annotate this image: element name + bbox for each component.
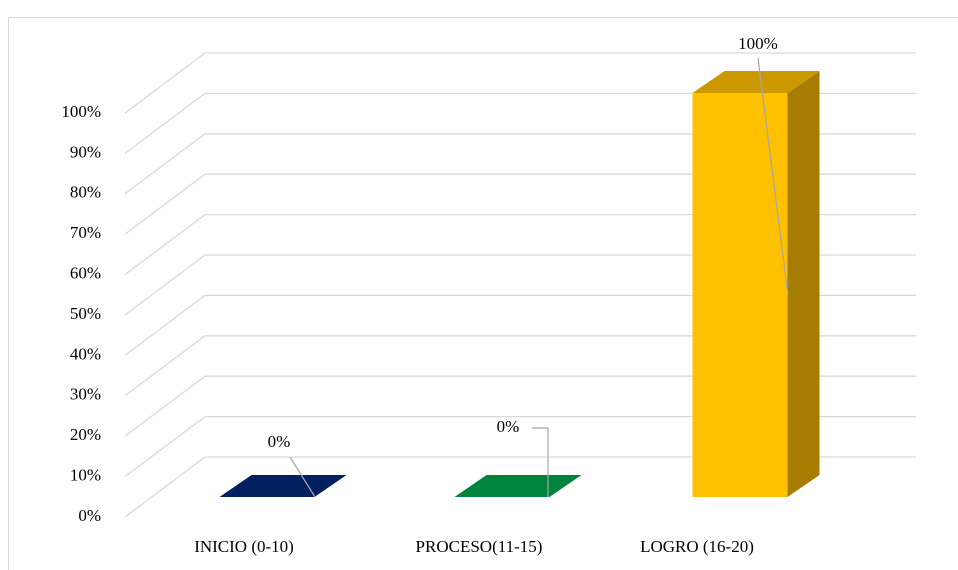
grid-line bbox=[124, 214, 206, 276]
leader-line bbox=[757, 57, 789, 296]
y-tick-label: 100% bbox=[61, 102, 101, 121]
x-tick-label: LOGRO (16-20) bbox=[640, 537, 754, 556]
y-tick-label: 70% bbox=[70, 223, 101, 242]
grid-line bbox=[124, 173, 206, 235]
bar-top bbox=[454, 475, 582, 497]
grid-line bbox=[124, 254, 206, 316]
y-tick-label: 20% bbox=[70, 425, 101, 444]
x-tick-label: PROCESO(11-15) bbox=[416, 537, 543, 556]
y-tick-label: 10% bbox=[70, 466, 101, 485]
y-tick-label: 30% bbox=[70, 385, 101, 404]
y-tick-label: 60% bbox=[70, 264, 101, 283]
grid-line bbox=[124, 92, 206, 154]
grid-line bbox=[124, 375, 206, 437]
data-label: 0% bbox=[268, 432, 291, 451]
y-tick-label: 80% bbox=[70, 183, 101, 202]
y-tick-label: 40% bbox=[70, 344, 101, 363]
data-label: 0% bbox=[497, 417, 520, 436]
leader-line bbox=[532, 427, 549, 497]
y-tick-label: 0% bbox=[78, 506, 101, 525]
data-label: 100% bbox=[738, 34, 778, 53]
bar-top bbox=[219, 475, 347, 497]
leader-line bbox=[289, 456, 316, 498]
grid-line bbox=[124, 294, 206, 356]
grid-line bbox=[124, 456, 206, 518]
grid-line bbox=[124, 416, 206, 478]
y-tick-label: 90% bbox=[70, 142, 101, 161]
grid-line bbox=[124, 133, 206, 195]
bar bbox=[692, 93, 788, 497]
grid-line bbox=[124, 52, 206, 114]
bar-top bbox=[692, 71, 820, 93]
grid-line bbox=[124, 335, 206, 397]
x-tick-label: INICIO (0-10) bbox=[194, 537, 294, 556]
bar-side bbox=[787, 71, 820, 497]
y-tick-label: 50% bbox=[70, 304, 101, 323]
